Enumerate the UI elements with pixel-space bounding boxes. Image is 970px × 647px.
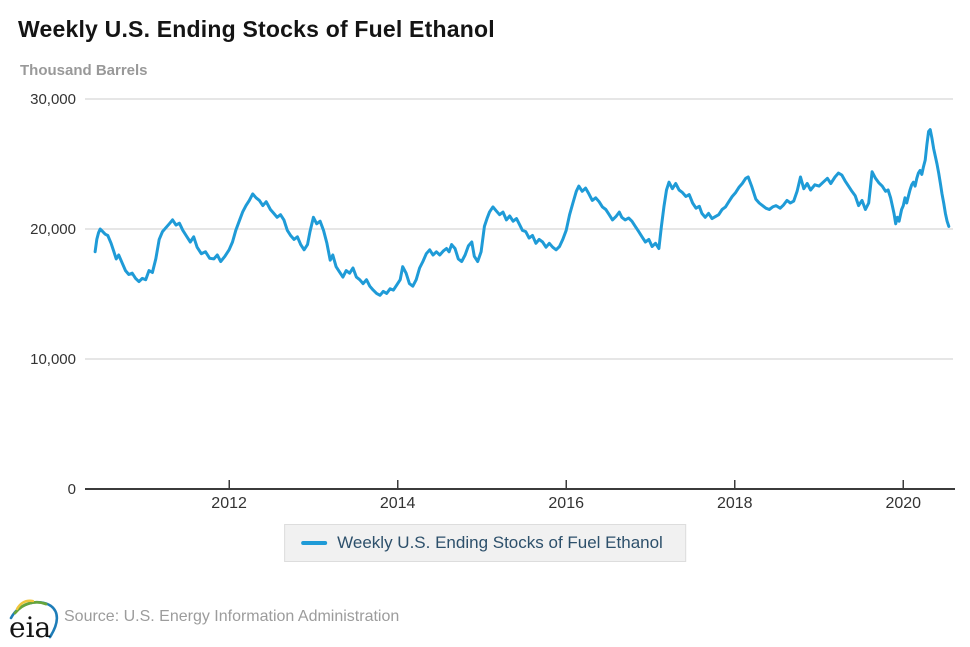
legend-series-label: Weekly U.S. Ending Stocks of Fuel Ethano… [337, 533, 663, 552]
legend-line-swatch-icon [301, 541, 328, 545]
x-axis-tick-label: 2020 [885, 495, 921, 512]
eia-logo: eia [9, 599, 59, 642]
data-series-line [93, 128, 951, 297]
x-axis-tick-label: 2016 [548, 495, 584, 512]
x-axis-tick-label: 2018 [717, 495, 753, 512]
chart-legend: Weekly U.S. Ending Stocks of Fuel Ethano… [284, 524, 686, 562]
y-axis-tick-label: 30,000 [30, 91, 76, 108]
chart-footer: eia Source: U.S. Energy Information Admi… [0, 594, 970, 644]
y-axis-tick-label: 10,000 [30, 351, 76, 368]
eia-logo-green-leaf-icon [13, 600, 48, 615]
y-axis-tick-label: 20,000 [30, 221, 76, 238]
x-axis-tick-label: 2012 [211, 495, 247, 512]
page-title: Weekly U.S. Ending Stocks of Fuel Ethano… [18, 16, 495, 42]
eia-logo-text: eia [9, 611, 51, 642]
source-attribution: Source: U.S. Energy Information Administ… [64, 608, 400, 625]
y-axis-units-label: Thousand Barrels [20, 62, 148, 79]
y-axis-tick-label: 0 [68, 481, 76, 498]
eia-logo-yellow-leaf-icon [15, 599, 35, 611]
x-axis-tick-label: 2014 [380, 495, 416, 512]
